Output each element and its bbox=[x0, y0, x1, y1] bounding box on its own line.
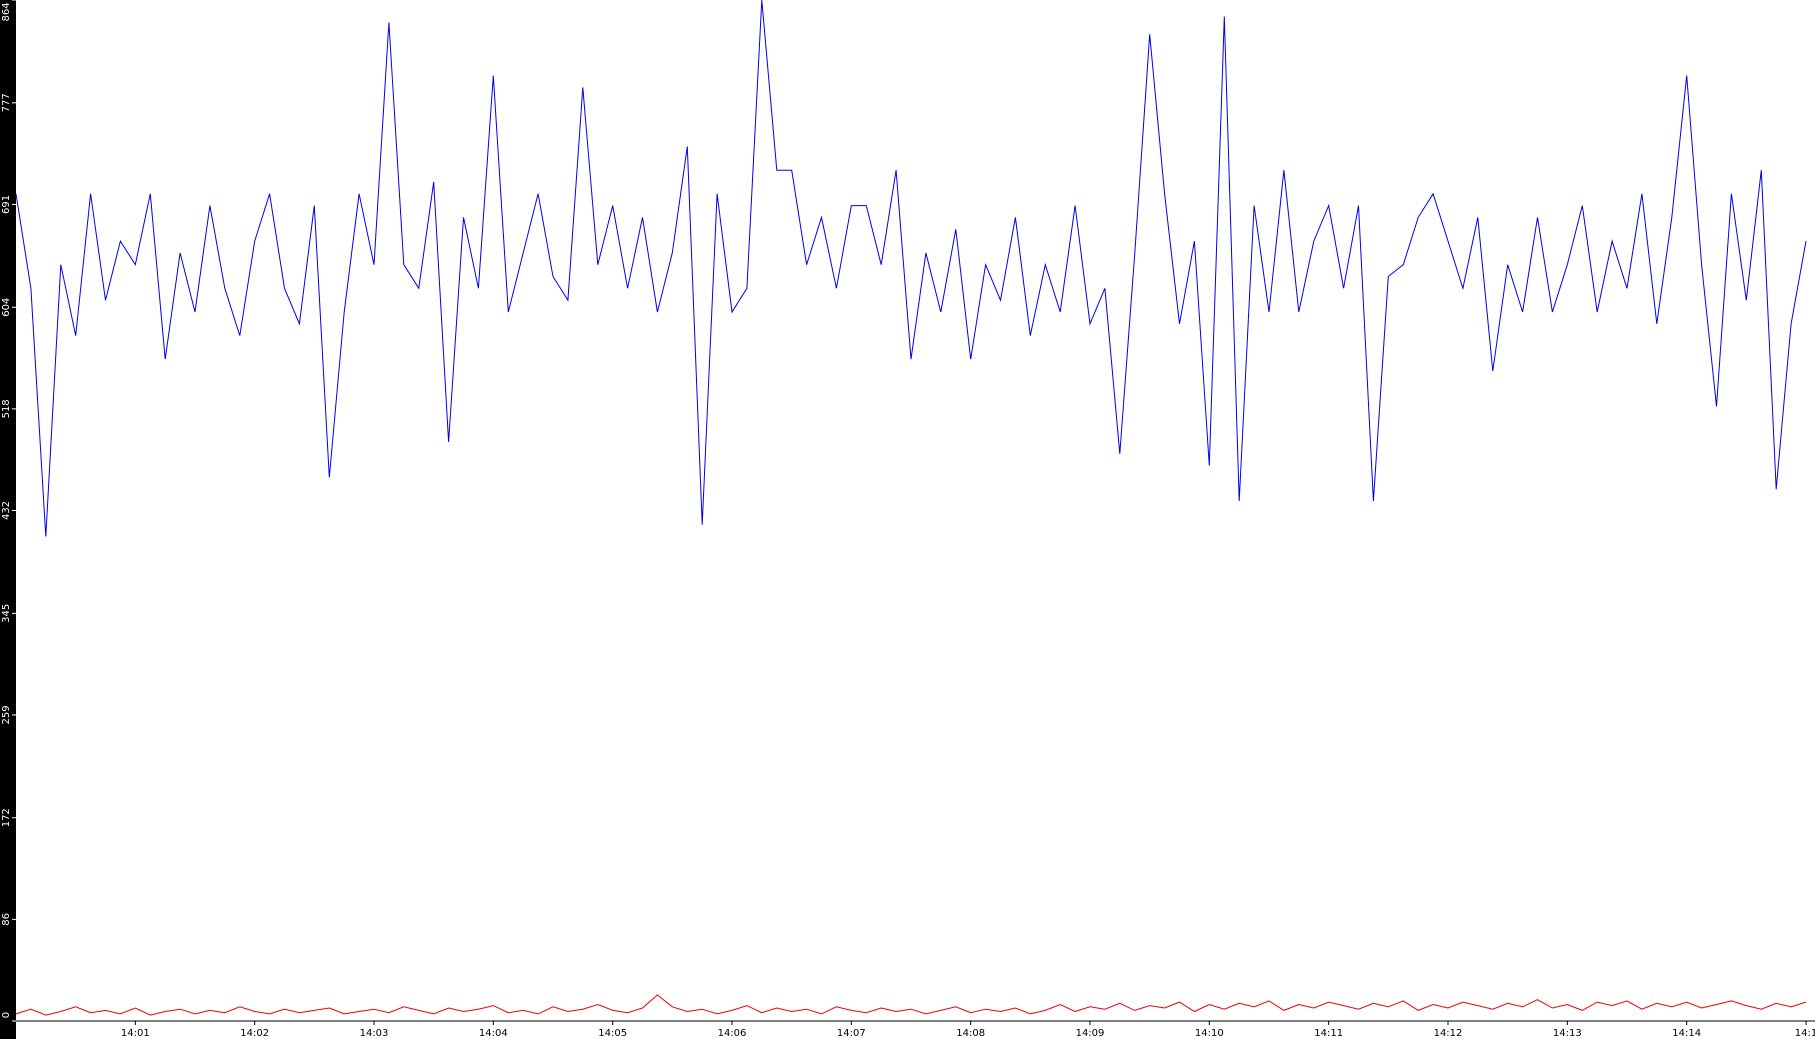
x-tick-label: 14:13 bbox=[1553, 1028, 1582, 1039]
x-tick-label: 14:08 bbox=[956, 1028, 985, 1039]
y-tick-label: 604 bbox=[1, 298, 12, 317]
series-line bbox=[15, 994, 1807, 1016]
y-tick-label: 86 bbox=[1, 913, 12, 926]
series-line bbox=[15, 0, 1807, 537]
y-tick-label: 0 bbox=[1, 1012, 12, 1018]
x-tick-label: 14:07 bbox=[837, 1028, 866, 1039]
x-tick-label: 14:04 bbox=[479, 1028, 508, 1039]
x-tick-label: 14:03 bbox=[360, 1028, 389, 1039]
x-tick-label: 14:09 bbox=[1076, 1028, 1105, 1039]
y-tick-label: 345 bbox=[1, 604, 12, 623]
x-tick-label: 14:14 bbox=[1672, 1028, 1701, 1039]
y-tick-label: 518 bbox=[1, 399, 12, 418]
y-tick-label: 691 bbox=[1, 195, 12, 214]
y-axis-band bbox=[0, 0, 16, 1039]
x-tick-label: 14:1 bbox=[1795, 1028, 1815, 1039]
y-tick-label: 172 bbox=[1, 808, 12, 827]
x-tick-label: 14:05 bbox=[598, 1028, 627, 1039]
x-tick-label: 14:10 bbox=[1195, 1028, 1224, 1039]
x-tick-label: 14:06 bbox=[718, 1028, 747, 1039]
y-tick-label: 432 bbox=[1, 501, 12, 520]
x-tick-label: 14:02 bbox=[240, 1028, 269, 1039]
y-tick-label: 259 bbox=[1, 705, 12, 724]
y-tick-label: 777 bbox=[1, 93, 12, 112]
y-tick-label: 864 bbox=[1, 2, 12, 21]
x-tick-label: 14:11 bbox=[1314, 1028, 1343, 1039]
x-tick-label: 14:12 bbox=[1434, 1028, 1463, 1039]
x-tick-label: 14:01 bbox=[121, 1028, 150, 1039]
